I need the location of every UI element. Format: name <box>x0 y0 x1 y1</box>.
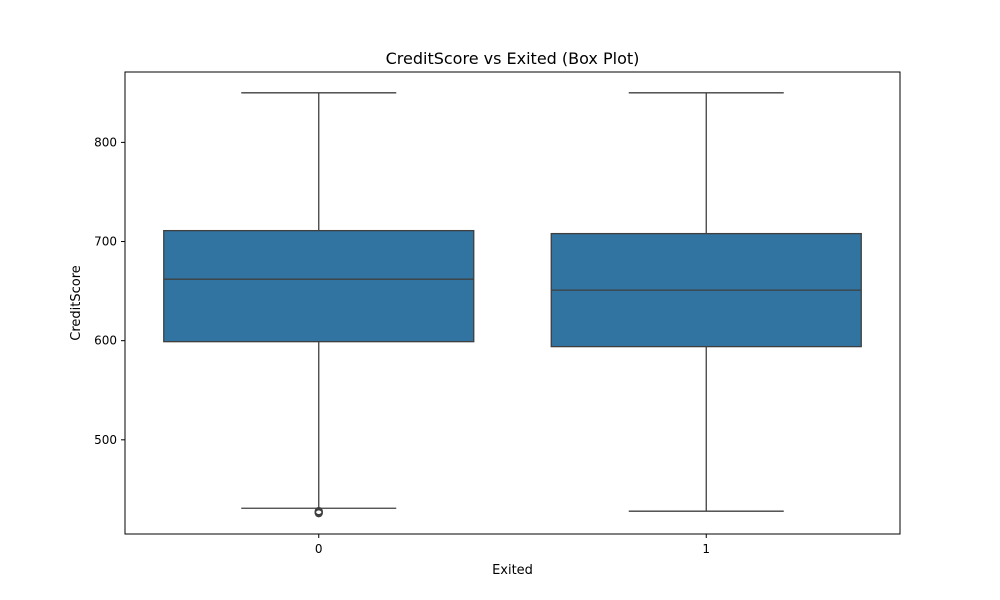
chart-title: CreditScore vs Exited (Box Plot) <box>386 49 640 68</box>
x-tick-label: 1 <box>702 542 710 556</box>
outlier-point <box>314 509 323 518</box>
box-group-0 <box>163 92 475 518</box>
y-axis-label: CreditScore <box>69 265 84 341</box>
box-group-1 <box>550 92 862 512</box>
box-iqr <box>163 229 475 343</box>
plot-area-frame <box>124 71 901 535</box>
x-tick-label: 0 <box>315 542 323 556</box>
boxes-layer <box>163 92 862 518</box>
x-axis-label: Exited <box>492 563 533 578</box>
y-tick-label: 800 <box>94 135 117 149</box>
y-tick-label: 500 <box>94 433 117 447</box>
y-tick-label: 700 <box>94 235 117 249</box>
y-axis-ticks: 500 600 700 800 <box>94 135 125 447</box>
y-tick-label: 600 <box>94 334 117 348</box>
